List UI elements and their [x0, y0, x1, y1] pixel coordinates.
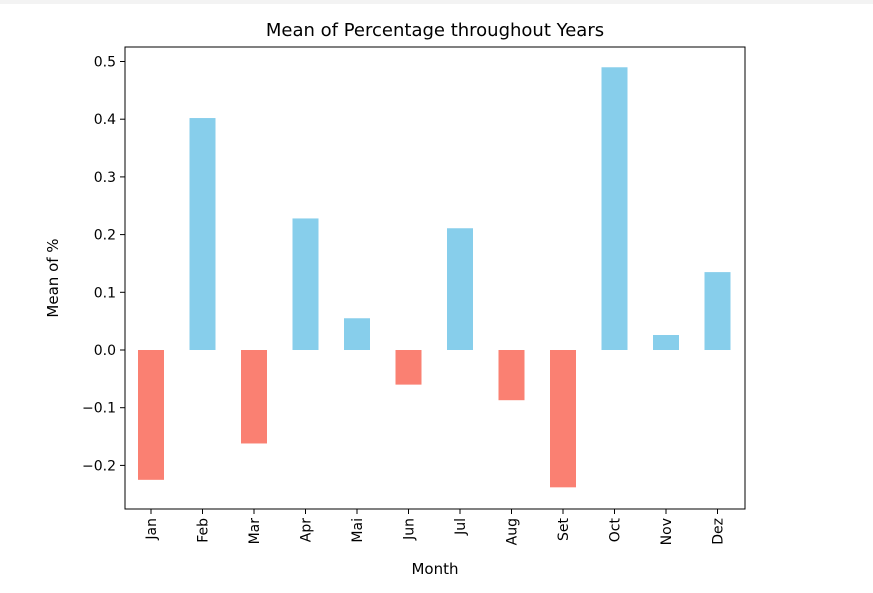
bar-oct: [601, 67, 628, 351]
y-tick-label: 0.1: [94, 285, 116, 301]
y-tick-label: 0.5: [94, 55, 116, 71]
x-tick-label: Feb: [196, 518, 212, 543]
bar-aug: [498, 350, 525, 401]
window-top-strip: [0, 0, 873, 4]
y-tick-label: 0.4: [94, 112, 116, 128]
bar-set: [550, 350, 576, 488]
chart-title: Mean of Percentage throughout Years: [266, 20, 604, 41]
bar-nov: [653, 335, 679, 350]
x-tick-label: Mar: [247, 518, 263, 545]
x-tick-label: Oct: [608, 518, 624, 543]
bar-feb: [189, 118, 216, 350]
x-axis-label: Month: [411, 560, 458, 578]
x-axis-ticks: Jan Feb Mar Apr Mai Jun Jul Aug Set Oct Nov Dez: [144, 509, 727, 545]
y-tick-label: 0.0: [94, 343, 116, 359]
x-tick-label: Apr: [299, 518, 315, 542]
x-tick-label: Jan: [144, 518, 160, 541]
bar-mai: [344, 318, 370, 350]
x-tick-label: Dez: [711, 518, 727, 545]
bar-dez: [704, 272, 731, 350]
y-tick-label: −0.2: [82, 458, 116, 474]
y-tick-label: 0.2: [94, 228, 116, 244]
x-tick-label: Nov: [659, 518, 675, 545]
x-tick-label: Jun: [402, 518, 418, 541]
bar-apr: [292, 218, 319, 350]
bar-mar: [241, 350, 267, 444]
plot-area-frame: [124, 46, 746, 510]
y-tick-label: −0.1: [82, 401, 116, 417]
bar-jul: [447, 228, 473, 350]
y-axis-label: Mean of %: [44, 238, 62, 317]
bars-group: [138, 67, 731, 488]
x-tick-label: Mai: [350, 518, 366, 543]
bar-jan: [138, 350, 164, 480]
bar-jun: [395, 350, 422, 385]
x-tick-label: Jul: [453, 518, 469, 536]
y-tick-label: 0.3: [94, 170, 116, 186]
x-tick-label: Aug: [505, 518, 521, 545]
x-tick-label: Set: [556, 518, 572, 542]
y-axis-ticks: −0.2 −0.1 0.0 0.1 0.2 0.3 0.4 0.5: [82, 55, 125, 474]
